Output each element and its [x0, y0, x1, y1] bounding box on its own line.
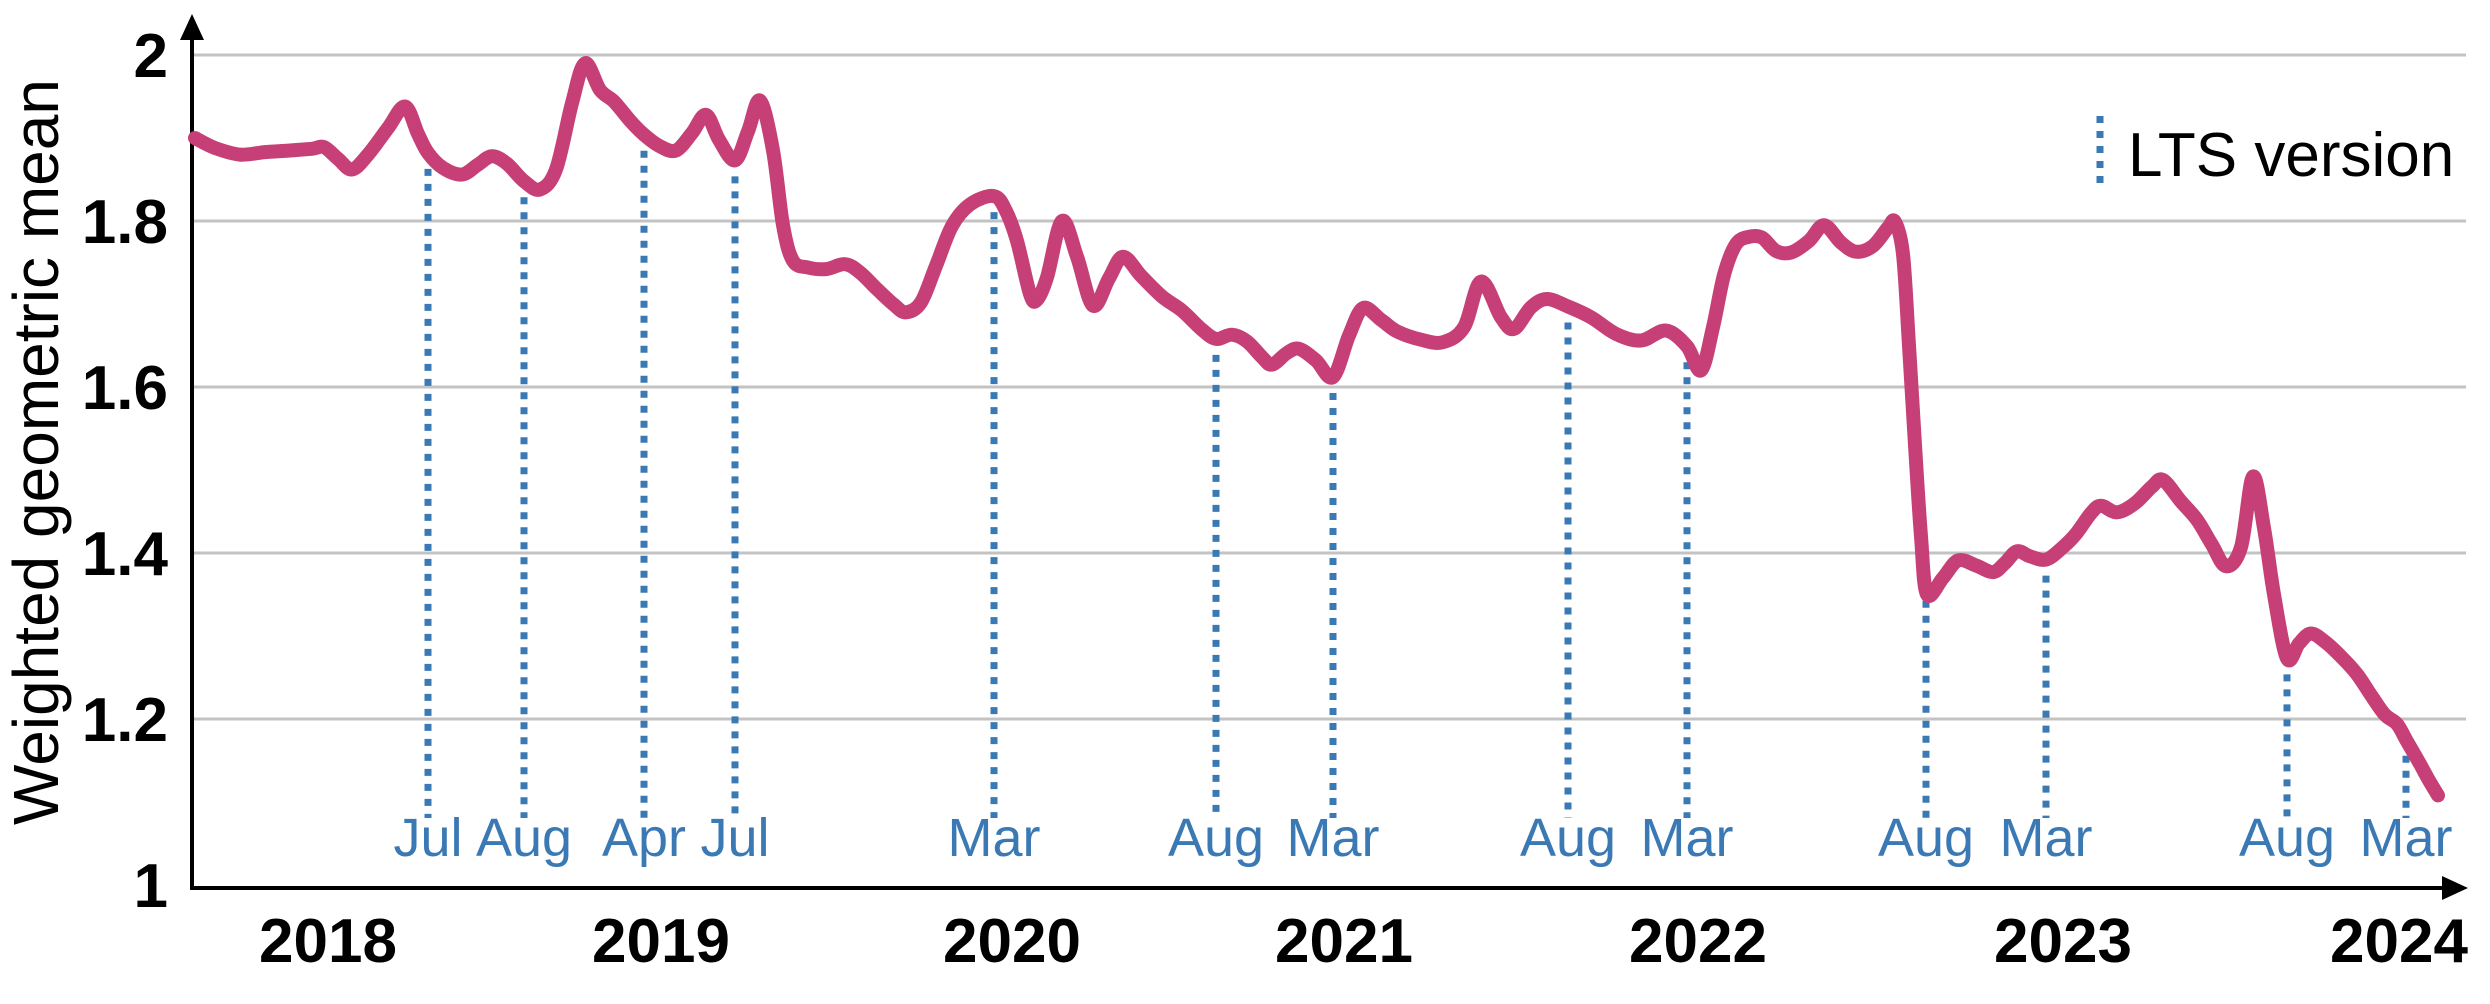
lts-month-label: Apr [602, 808, 686, 868]
x-year-label: 2018 [259, 907, 397, 976]
lts-month-label: Aug [1878, 808, 1974, 868]
lts-month-label: Aug [1168, 808, 1264, 868]
y-tick-label: 1.2 [82, 686, 168, 755]
x-year-label: 2019 [592, 907, 730, 976]
lts-month-label: Mar [1641, 808, 1734, 868]
lts-month-labels: Jul Aug Apr Jul Mar Aug Mar Aug Mar Aug Mar Aug Mar [393, 808, 2452, 868]
y-tick-label: 1.6 [82, 354, 168, 423]
x-year-label: 2020 [943, 907, 1081, 976]
weighted-geometric-mean-line [188, 56, 2445, 803]
x-year-label: 2021 [1275, 907, 1413, 976]
y-tick-label: 1.8 [82, 188, 168, 257]
lts-month-label: Mar [2000, 808, 2093, 868]
lts-marker-lines [424, 150, 2410, 818]
y-tick-label: 1.4 [82, 520, 169, 589]
lts-month-label: Jul [393, 808, 462, 868]
lts-month-label: Mar [2360, 808, 2453, 868]
y-tick-label: 1 [134, 852, 168, 921]
legend: LTS version [2096, 116, 2454, 190]
y-axis-title: Weighted geometric mean [0, 79, 72, 825]
lts-month-label: Aug [476, 808, 572, 868]
lts-month-label: Mar [1287, 808, 1380, 868]
lts-month-label: Aug [2239, 808, 2335, 868]
lts-month-label: Mar [948, 808, 1041, 868]
lts-month-label: Jul [700, 808, 769, 868]
y-tick-labels: 2 1.8 1.6 1.4 1.2 1 [82, 22, 169, 921]
x-axis-arrow-icon [2442, 876, 2468, 900]
y-axis-arrow-icon [180, 14, 204, 40]
x-year-labels: 2018 2019 2020 2021 2022 2023 2024 [259, 907, 2468, 976]
x-year-label: 2023 [1994, 907, 2132, 976]
x-year-label: 2024 [2330, 907, 2468, 976]
series-line [188, 56, 2445, 803]
legend-label: LTS version [2128, 121, 2454, 190]
y-tick-label: 2 [134, 22, 168, 91]
axes [180, 14, 2468, 900]
x-year-label: 2022 [1629, 907, 1767, 976]
lts-month-label: Aug [1520, 808, 1616, 868]
gridlines [192, 53, 2466, 721]
